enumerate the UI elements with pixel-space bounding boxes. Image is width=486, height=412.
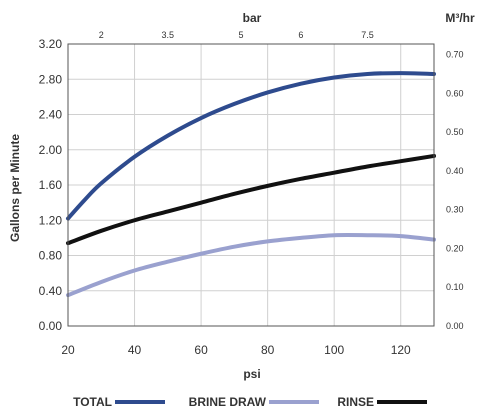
- top-tick-label: 2: [99, 30, 104, 40]
- top-tick-label: 3.5: [162, 30, 175, 40]
- y-tick-label: 2.40: [39, 108, 63, 122]
- x-tick-label: 20: [61, 343, 75, 357]
- grid: [68, 44, 434, 326]
- y-tick-label: 0.80: [39, 249, 63, 263]
- top-tick-label: 5: [239, 30, 244, 40]
- x-tick-label: 120: [391, 343, 411, 357]
- right-tick-label: 0.60: [446, 88, 464, 98]
- x-tick-label: 80: [261, 343, 275, 357]
- y-tick-label: 1.60: [39, 178, 63, 192]
- y-tick-label: 0.00: [39, 319, 63, 333]
- right-tick-label: 0.70: [446, 50, 464, 60]
- x-axis-ticks: 20 40 60 80 100 120: [61, 343, 411, 357]
- legend-label-total: TOTAL: [73, 395, 112, 409]
- right-axis-title: M³/hr: [445, 11, 475, 25]
- right-tick-label: 0.30: [446, 205, 464, 215]
- y-tick-label: 1.20: [39, 213, 63, 227]
- y-tick-label: 2.80: [39, 72, 63, 86]
- top-axis-ticks: 2 3.5 5 6 7.5: [99, 30, 374, 40]
- right-tick-label: 0.40: [446, 166, 464, 176]
- legend-label-rinse: RINSE: [337, 395, 374, 409]
- x-tick-label: 40: [128, 343, 142, 357]
- x-tick-label: 60: [194, 343, 208, 357]
- x-tick-label: 100: [324, 343, 344, 357]
- top-tick-label: 6: [298, 30, 303, 40]
- y-tick-label: 2.00: [39, 143, 63, 157]
- x-axis-title: psi: [243, 367, 260, 381]
- series-line-rinse: [66, 153, 436, 246]
- y-tick-label: 3.20: [39, 37, 63, 51]
- right-axis-ticks: 0.00 0.10 0.20 0.30 0.40 0.50 0.60 0.70: [446, 50, 464, 331]
- series-line-total: [66, 71, 436, 221]
- legend: TOTAL BRINE DRAW RINSE: [73, 395, 427, 409]
- y-axis-ticks: 0.00 0.40 0.80 1.20 1.60 2.00 2.40 2.80 3.20: [39, 37, 63, 333]
- y-tick-label: 0.40: [39, 284, 63, 298]
- top-tick-label: 7.5: [361, 30, 374, 40]
- right-tick-label: 0.00: [446, 321, 464, 331]
- right-tick-label: 0.10: [446, 282, 464, 292]
- plot-frame: [67, 43, 435, 327]
- legend-label-brine-draw: BRINE DRAW: [189, 395, 267, 409]
- series-line-brine-draw: [66, 232, 436, 298]
- right-tick-label: 0.20: [446, 243, 464, 253]
- y-axis-title: Gallons per Minute: [8, 134, 22, 242]
- series-lines: [66, 71, 436, 298]
- top-axis-title: bar: [243, 11, 262, 25]
- right-tick-label: 0.50: [446, 127, 464, 137]
